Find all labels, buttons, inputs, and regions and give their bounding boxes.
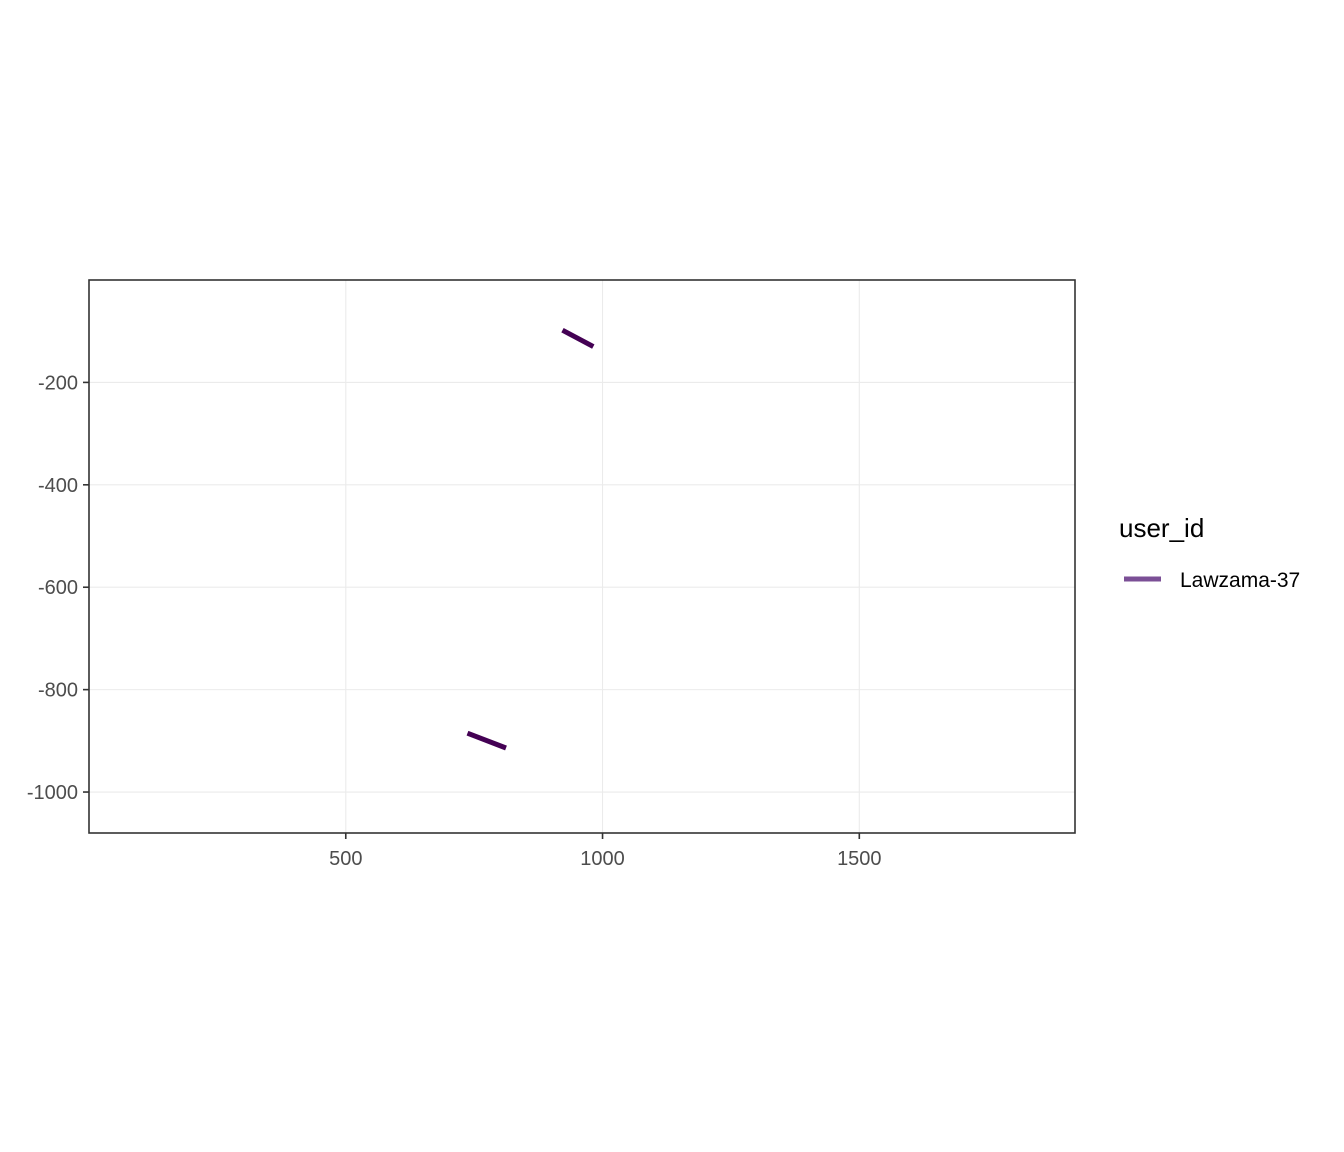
y-tick-label: -600: [38, 577, 78, 599]
panel-background: [89, 280, 1075, 833]
legend-entries: Lawzama-37: [1124, 569, 1300, 592]
plot-panel: [88, 279, 1076, 834]
legend-label: Lawzama-37: [1180, 569, 1300, 592]
legend-title: user_id: [1119, 513, 1204, 543]
series-line-segment: [466, 730, 507, 751]
series-line-segment: [561, 327, 595, 349]
gridlines: [89, 280, 1075, 833]
y-tick-label: -1000: [27, 782, 78, 804]
y-tick-label: -200: [38, 372, 78, 394]
x-tick-label: 1000: [580, 848, 625, 870]
x-axis: 500 1000 1500: [329, 833, 882, 870]
y-tick-label: -800: [38, 680, 78, 702]
legend: user_id Lawzama-37: [1119, 513, 1300, 592]
y-tick-label: -400: [38, 475, 78, 497]
y-axis: -200 -400 -600 -800 -1000: [27, 372, 89, 804]
panel-border: [88, 279, 1076, 834]
x-tick-label: 500: [329, 848, 362, 870]
x-tick-label: 1500: [837, 848, 882, 870]
series-layer: [466, 327, 595, 751]
